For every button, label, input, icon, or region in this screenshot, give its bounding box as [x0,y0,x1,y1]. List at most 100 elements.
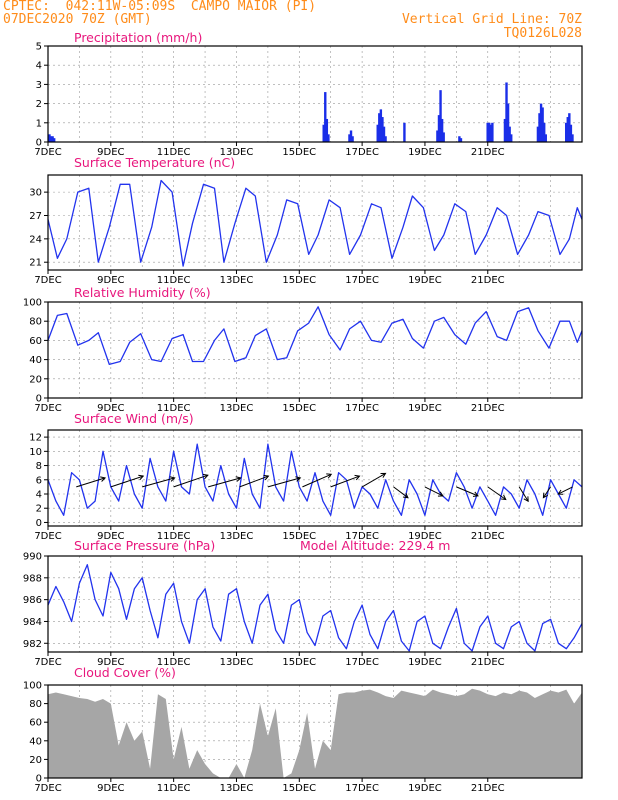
panel-title: Relative Humidity (%) [74,285,211,300]
precip-bar [403,122,406,142]
precip-bar [571,134,574,142]
x-tick-label: 15DEC [282,275,316,286]
wind-vector-arrow [361,472,386,488]
x-tick-label: 11DEC [157,783,191,794]
precip-bar [348,134,351,142]
precip-bar [543,122,546,142]
panel-title: Precipitation (mm/h) [74,30,202,45]
precip-bar [569,124,573,142]
precip-bar [325,118,329,142]
x-tick-label: 15DEC [282,531,316,542]
precip-bar [564,122,568,142]
x-tick-label: 15DEC [282,783,316,794]
y-tick-label: 4 [36,61,42,72]
header-station: CPTEC: 042:11W-05:09S CAMPO MAIOR (PI) [3,0,317,14]
wind-vector-arrow [302,473,332,488]
x-tick-label: 13DEC [220,403,254,414]
y-tick-label: 3 [36,80,42,91]
precip-bar [439,90,442,142]
panel-title: Cloud Cover (%) [74,665,176,680]
precip-bar [459,138,463,142]
precip-bar [384,136,387,142]
wind-vector-arrowhead [202,473,209,480]
x-tick-label: 9DEC [97,403,124,414]
wind-vector-arrow [330,475,360,488]
precip-bar [436,130,439,142]
wind-vector-arrow [110,475,144,488]
wind-vector-arrowhead [523,496,529,503]
precip-bar [376,124,379,142]
precip-bar [378,113,381,142]
precip-bar [536,126,540,142]
x-tick-label: 9DEC [97,783,124,794]
y-tick-label: 80 [29,317,42,328]
wind-vector-arrow [456,486,479,497]
cloud-cover-area [48,688,582,778]
header-model-id: TQ0126L028 [503,26,582,41]
precip-bar [351,136,354,142]
wind-vector-arrowhead [100,476,107,482]
y-tick-label: 27 [29,211,42,222]
x-tick-label: 7DEC [34,275,61,286]
x-tick-label: 11DEC [157,147,191,158]
y-tick-label: 990 [23,552,42,563]
wind-vector-arrow [393,486,409,499]
y-tick-label: 12 [29,433,42,444]
x-tick-label: 9DEC [97,275,124,286]
y-tick-label: 2 [36,504,42,515]
x-tick-label: 21DEC [471,403,505,414]
x-tick-label: 17DEC [345,783,379,794]
x-tick-label: 13DEC [220,657,254,668]
wind-vector-arrow [208,477,241,488]
panel-frame [47,174,583,271]
precip-bar [437,115,441,142]
header-run-date: 07DEC2020 70Z (GMT) [3,12,152,27]
x-tick-label: 9DEC [97,531,124,542]
wind-vector-arrowhead [402,492,409,499]
header-grid-line: Vertical Grid Line: 70Z [401,12,582,27]
x-tick-label: 13DEC [220,783,254,794]
y-tick-label: 2 [36,99,42,110]
y-tick-label: 1 [36,118,42,129]
panel-frame [47,45,583,143]
y-tick-label: 80 [29,699,42,710]
y-tick-label: 20 [29,755,42,766]
precip-bar [442,132,445,142]
temperature-line [47,179,583,267]
wind-vector-arrow [518,486,529,502]
x-tick-label: 21DEC [471,275,505,286]
panel-frame [47,429,583,527]
precip-bar [349,130,353,142]
precip-bar [327,134,330,142]
wind-vector-arrowhead [263,474,270,481]
x-tick-label: 9DEC [97,657,124,668]
precip-bar [49,136,53,142]
x-tick-label: 13DEC [220,531,254,542]
x-tick-label: 9DEC [97,147,124,158]
y-tick-label: 21 [29,258,42,269]
y-tick-label: 6 [36,475,42,486]
wind-vector-arrow [542,486,552,498]
x-tick-label: 21DEC [471,657,505,668]
y-tick-label: 40 [29,355,42,366]
precip-bar [322,124,325,142]
x-tick-label: 19DEC [408,531,442,542]
x-tick-label: 19DEC [408,657,442,668]
precip-bar [566,117,569,142]
y-tick-label: 24 [29,234,42,245]
x-tick-label: 19DEC [408,783,442,794]
x-tick-label: 17DEC [345,657,379,668]
pressure-line [47,564,583,652]
precip-bar [510,134,513,142]
wind-vector-arrowhead [326,473,333,479]
x-tick-label: 13DEC [220,275,254,286]
y-tick-label: 100 [23,681,42,692]
wind-vector-arrow [557,486,573,495]
y-tick-label: 986 [23,595,42,606]
x-tick-label: 11DEC [157,275,191,286]
wind-vector-arrow [142,477,175,488]
precip-bar [503,118,507,142]
precip-bar [488,122,491,142]
precip-bar [458,136,461,142]
